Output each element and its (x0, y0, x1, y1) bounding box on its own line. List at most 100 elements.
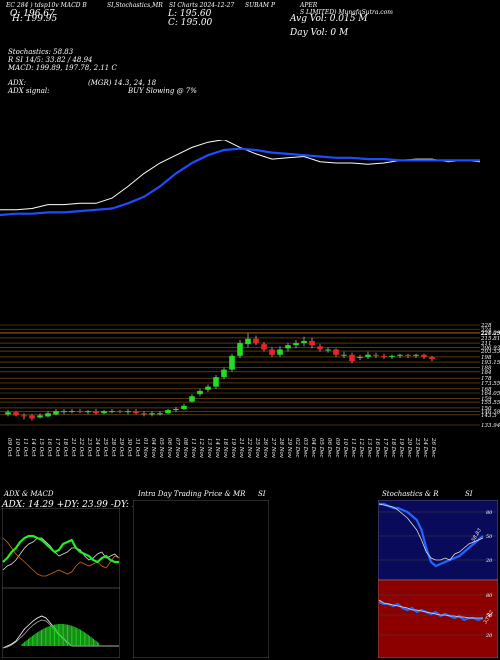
candle-body (237, 343, 243, 356)
candle-body (109, 411, 115, 413)
candle-body (157, 413, 163, 415)
date-label: 31 Oct (134, 438, 140, 457)
price-axis-label: 146.58 (481, 410, 500, 416)
date-label: 04 Dec (310, 438, 316, 458)
candle-body (293, 343, 299, 346)
candle-body (213, 377, 219, 387)
adx-signal-label: ADX signal: (8, 87, 50, 95)
date-label: 09 Oct (6, 438, 12, 457)
candle-body (421, 354, 427, 357)
rsi-signal-line (378, 599, 483, 619)
adx-macd-panel (2, 508, 120, 658)
macd-value: MACD: 199.89, 197.78, 2.11 C (8, 64, 117, 72)
avg-volume: Avg Vol: 0.015 M (290, 14, 368, 24)
open-value: O: 196.67 (10, 9, 55, 19)
date-label: 11 Dec (350, 438, 356, 458)
candle-body (101, 411, 107, 414)
minus-di-line (2, 537, 120, 577)
date-label: 05 Dec (318, 438, 324, 458)
price-axis-label: 228 (480, 323, 492, 329)
date-label: 02 Dec (294, 438, 300, 458)
candle-body (45, 413, 51, 417)
stoch-k-line (379, 502, 484, 568)
date-label: 22 Nov (246, 437, 252, 459)
date-label: 25 Oct (102, 437, 108, 457)
price-axis-label: 188 (481, 366, 492, 372)
price-axis-label: 206.93 (480, 345, 500, 351)
candle-body (69, 411, 75, 413)
stoch-tick: 20 (485, 558, 493, 564)
candle-body (5, 412, 11, 415)
candle-body (189, 396, 195, 402)
candle-body (405, 354, 411, 356)
candle-body (117, 411, 123, 413)
date-label: 20 Dec (406, 437, 412, 458)
candle-body (413, 354, 419, 356)
ma-series-line (0, 140, 480, 211)
date-label: 29 Nov (286, 437, 292, 459)
date-label: 11 Oct (22, 438, 28, 457)
date-label: 03 Dec (302, 438, 308, 458)
date-label: 16 Dec (374, 438, 380, 458)
candle-body (357, 356, 363, 358)
candle-body (133, 411, 139, 414)
header-title-2: SI,Stochastics,MR (107, 2, 163, 9)
price-axis-label: 184 (481, 370, 492, 376)
candle-body (205, 386, 211, 390)
candle-body (221, 369, 227, 378)
date-label: 28 Oct (110, 437, 116, 457)
candle-body (429, 356, 435, 360)
intraday-title: Intra Day Trading Price & MR (138, 490, 246, 498)
adx-line (2, 534, 119, 564)
mrsi-value: (MGR) 14.3, 24, 18 (88, 79, 157, 87)
price-axis-label: 198 (481, 355, 492, 361)
intraday-panel (133, 500, 269, 658)
candle-body (389, 355, 395, 357)
header-title-3: SI Charts 2024-12-27 (169, 2, 235, 9)
plus-di-line (2, 537, 120, 571)
adx-label: ADX: (8, 79, 27, 87)
date-label: 06 Dec (326, 438, 332, 458)
date-label: 13 Nov (206, 438, 212, 459)
date-label: 18 Dec (390, 438, 396, 458)
adx-values: ADX: 14.29 +DY: 23.99 -DY: 17.99 (2, 500, 158, 510)
price-ma-chart (0, 140, 480, 217)
price-axis-label: 178 (481, 376, 492, 382)
date-axis: 09 Oct 10 Oct 11 Oct 14 Oct 15 Oct 16 Oct 17 O… (6, 437, 436, 459)
candle-body (93, 411, 99, 414)
candlestick-chart: 228224221.09220.25215.81211206.93203.531… (0, 323, 500, 429)
candle-body (37, 415, 43, 418)
price-axis-label: 133.94 (481, 423, 500, 429)
date-label: 26 Dec (430, 437, 436, 458)
stoch-tick: 50 (486, 534, 493, 540)
date-label: 15 Oct (38, 438, 44, 457)
intraday-si: SI (258, 490, 266, 498)
header-title-6: S LIMITED) MunafaSutra.com (300, 9, 393, 16)
candle-body (197, 390, 203, 395)
date-label: 04 Nov (150, 438, 156, 459)
candle-body (253, 338, 259, 344)
date-label: 12 Nov (198, 438, 204, 459)
date-label: 05 Nov (158, 438, 164, 459)
date-label: 21 Oct (70, 437, 76, 457)
date-label: 08 Nov (182, 438, 188, 459)
date-label: 17 Oct (54, 438, 60, 457)
date-label: 25 Nov (254, 437, 260, 459)
date-label: 11 Nov (190, 438, 196, 459)
price-axis-label: 150 (481, 406, 492, 412)
header-title: EC 284 ) tdsp10v MACD B (6, 2, 87, 9)
price-axis-label: 164.05 (481, 391, 500, 397)
candle-body (13, 412, 19, 416)
date-label: 23 Oct (86, 437, 92, 457)
date-label: 07 Nov (174, 438, 180, 459)
date-label: 06 Nov (166, 438, 172, 459)
rsi-value: R SI 14/5: 33.82 / 48.94 (8, 56, 93, 64)
price-axis-label: 224 (480, 327, 492, 333)
candle-body (77, 411, 83, 413)
rsi-line (378, 600, 484, 622)
date-label: 29 Oct (118, 437, 124, 457)
candle-body (373, 354, 379, 356)
candle-body (61, 411, 67, 413)
price-axis-label: 221.09 (480, 330, 500, 336)
